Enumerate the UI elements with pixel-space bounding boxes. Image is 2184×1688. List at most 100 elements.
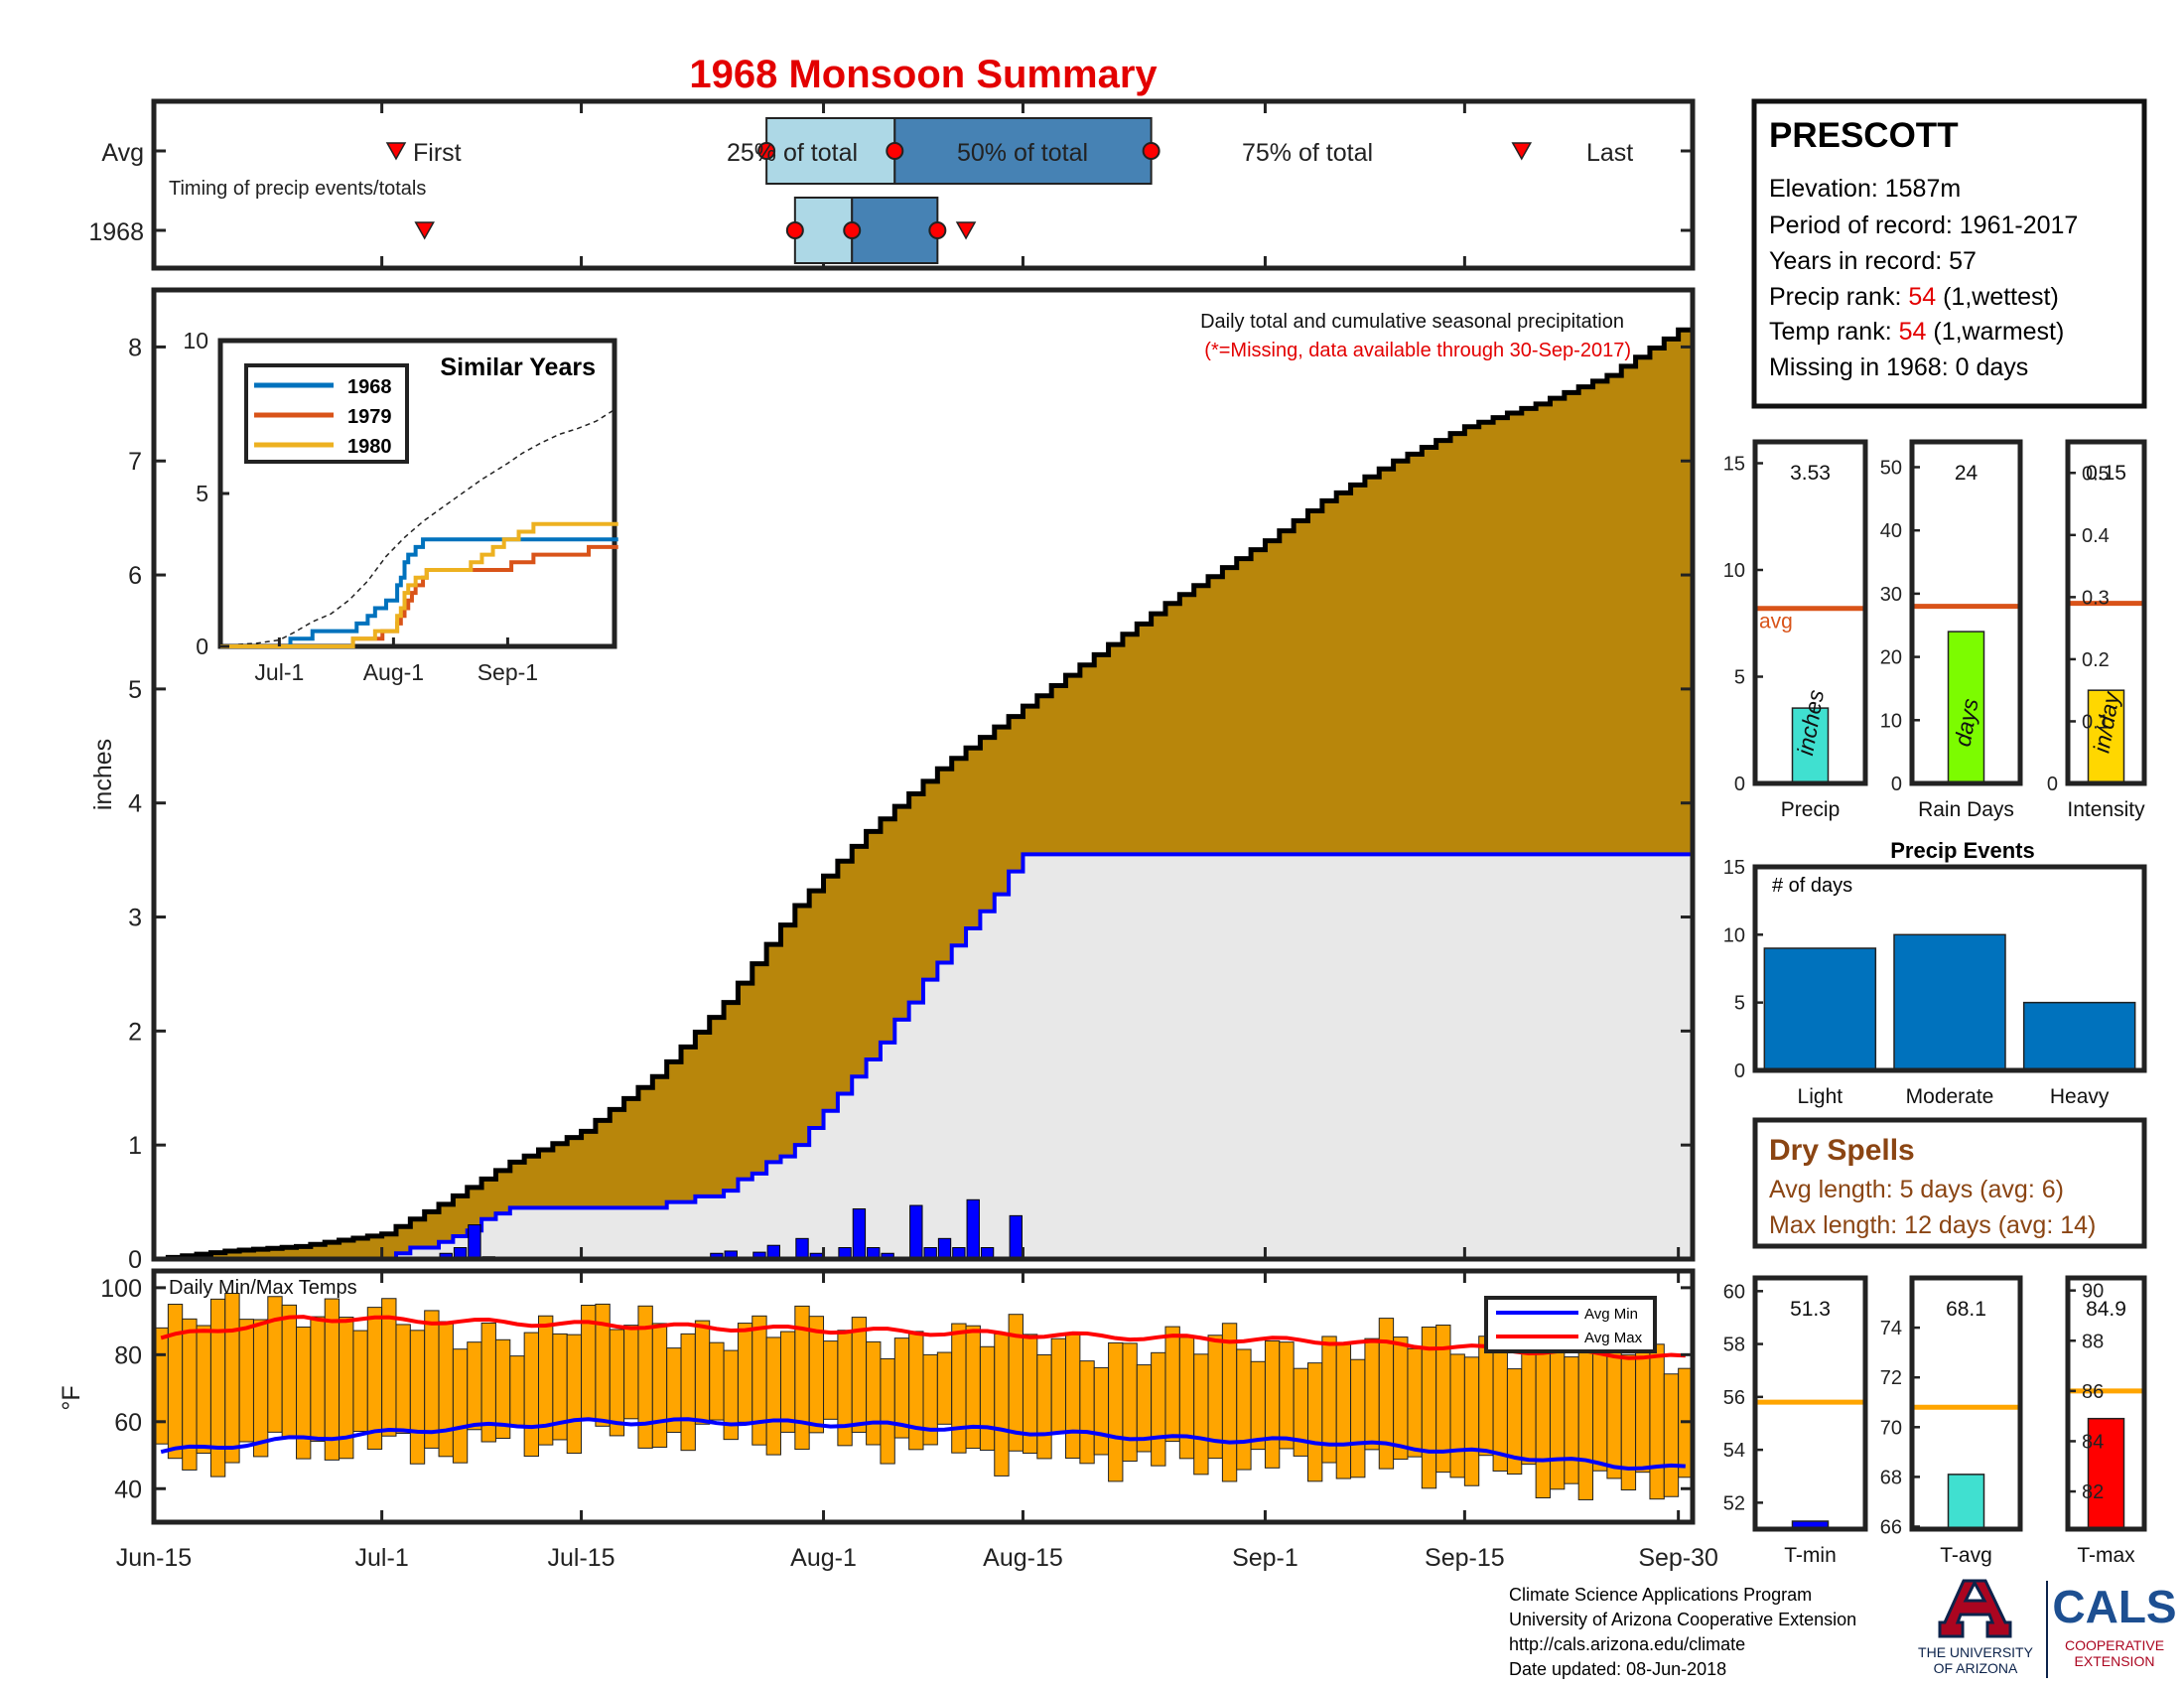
page-title: 1968 Monsoon Summary bbox=[689, 53, 1158, 96]
year-cumulative-area bbox=[154, 854, 1693, 1259]
arizona-logo: THE UNIVERSITY OF ARIZONA bbox=[1918, 1579, 2034, 1676]
timing-first-marker bbox=[414, 221, 435, 240]
precip_total-value: 3.53 bbox=[1790, 462, 1831, 485]
cals-logo-text: CALS bbox=[2052, 1581, 2176, 1632]
dry-spells-panel: Dry Spells Avg length: 5 days (avg: 6) M… bbox=[1752, 1117, 2147, 1249]
cumulative-precip-chart: 0 1 2 3 4 5 6 7 8 inches Daily total and cumulat… bbox=[89, 287, 1696, 1274]
rain_days-ytick-label: 30 bbox=[1880, 584, 1902, 606]
tavg-ytick-label: 74 bbox=[1880, 1318, 1902, 1339]
temp-range-bar bbox=[1535, 1331, 1551, 1498]
temp-range-bar bbox=[651, 1323, 668, 1448]
inset-axes: 0 5 10 Jul-1 Aug-1 Sep-1 bbox=[183, 328, 538, 685]
rain_days-ytick-label: 20 bbox=[1880, 647, 1902, 669]
tmin-ytick-label: 58 bbox=[1723, 1335, 1745, 1356]
daily-precip-bar bbox=[966, 1198, 980, 1260]
events-frame bbox=[1752, 864, 2147, 1073]
temp-range-bar bbox=[523, 1332, 539, 1458]
precip_total-label: Precip bbox=[1781, 798, 1841, 821]
timing-p75-marker bbox=[1142, 142, 1160, 160]
tmin-ytick-label: 52 bbox=[1723, 1492, 1745, 1514]
main-ytick-label: 6 bbox=[128, 562, 142, 590]
events-title: Precip Events bbox=[1890, 838, 2035, 863]
inset-avg-line bbox=[219, 408, 615, 647]
events-category-label: Heavy bbox=[2050, 1085, 2110, 1108]
temp-range-bar bbox=[196, 1325, 211, 1455]
inset-ytick-label: 10 bbox=[183, 328, 208, 353]
main-ytick-label: 5 bbox=[128, 676, 142, 704]
footer-line-4: Date updated: 08-Jun-2018 bbox=[1509, 1659, 1726, 1679]
temp-range-bar bbox=[994, 1333, 1010, 1477]
timing-p50-marker bbox=[843, 221, 862, 239]
temp-range-bar bbox=[779, 1331, 796, 1433]
events-category-label: Moderate bbox=[1906, 1085, 1994, 1108]
inset-plot-area bbox=[219, 408, 618, 648]
events-ytick-label: 15 bbox=[1723, 857, 1745, 879]
temp-range-bar bbox=[1279, 1341, 1295, 1450]
rain_days-frame bbox=[1909, 439, 2023, 786]
timing-row-avg-label: Avg bbox=[101, 139, 144, 167]
tavg-ytick-label: 70 bbox=[1880, 1417, 1902, 1439]
ua-text-1: THE UNIVERSITY bbox=[1918, 1644, 2034, 1660]
dry-frame bbox=[1752, 1117, 2147, 1249]
temp-range-bar bbox=[936, 1351, 953, 1425]
tmax-frame bbox=[2065, 1275, 2147, 1532]
temps-plot-area bbox=[153, 1293, 1694, 1500]
events-ytick-label: 0 bbox=[1734, 1060, 1745, 1082]
footer: Climate Science Applications Program Uni… bbox=[1509, 1579, 2177, 1679]
temp-range-bar bbox=[908, 1331, 924, 1451]
temp-range-bar bbox=[1050, 1337, 1067, 1435]
temp-range-bar bbox=[765, 1336, 781, 1456]
temp-range-bar bbox=[1250, 1360, 1266, 1451]
temp-range-bar bbox=[737, 1323, 753, 1423]
main-ytick-label: 2 bbox=[128, 1018, 142, 1046]
legend-label-avg-min: Avg Min bbox=[1584, 1306, 1638, 1323]
footer-line-3: http://cals.arizona.edu/climate bbox=[1509, 1634, 1745, 1654]
temp-range-bar bbox=[1335, 1342, 1352, 1479]
temp-range-bar bbox=[224, 1293, 240, 1464]
tmin-ytick-label: 56 bbox=[1723, 1387, 1745, 1409]
precip_total-ytick-label: 0 bbox=[1734, 774, 1745, 795]
tmax-ytick-label: 86 bbox=[2082, 1381, 2104, 1403]
daily-precip-bar bbox=[795, 1237, 809, 1260]
temp-range-bar bbox=[310, 1316, 326, 1443]
inset-xtick-label: Jul-1 bbox=[254, 659, 304, 685]
temp-range-bar bbox=[1264, 1339, 1281, 1469]
inset-series-1968 bbox=[220, 537, 618, 648]
timing-p50-label: 50% of total bbox=[957, 139, 1088, 167]
temps-frame bbox=[151, 1268, 1696, 1525]
temp-range-bar bbox=[1449, 1353, 1465, 1478]
avg-cumulative-line bbox=[154, 327, 1693, 1262]
events-plot-area: Light Moderate Heavy 0 5 10 15 bbox=[1723, 857, 2144, 1108]
temp-range-bar bbox=[1151, 1351, 1166, 1467]
temp-range-bar bbox=[1193, 1353, 1209, 1476]
tavg-panel: 66 68 70 72 74 68.1 T-avg bbox=[1880, 1275, 2023, 1567]
tavg-ytick-label: 66 bbox=[1880, 1516, 1902, 1538]
daily-precip-bar bbox=[909, 1204, 923, 1260]
tmax-ytick-label: 84 bbox=[2082, 1431, 2104, 1453]
temp-range-bar bbox=[1521, 1352, 1537, 1466]
station-temp-rank: Temp rank: 54 (1,warmest) bbox=[1769, 318, 2064, 346]
temp-range-bar bbox=[1122, 1342, 1138, 1463]
daily-temps-chart: 40 60 80 100 Jun-15 Jul-1 Jul-15 Aug-1 Aug-15 Se… bbox=[58, 1247, 1718, 1572]
temp-range-bar bbox=[623, 1325, 639, 1420]
daily-precip-bar bbox=[852, 1207, 867, 1260]
tavg-ytick-label: 72 bbox=[1880, 1367, 1902, 1389]
avg-max-line bbox=[160, 1315, 1686, 1360]
precip_total-avg-label: avg bbox=[1759, 611, 1793, 633]
date-xtick-label: Jul-15 bbox=[548, 1544, 615, 1572]
date-xtick-label: Jun-15 bbox=[116, 1544, 192, 1572]
date-xtick-label: Aug-15 bbox=[983, 1544, 1063, 1572]
tmin-frame bbox=[1752, 1275, 1868, 1532]
station-frame bbox=[1751, 98, 2147, 409]
main-ytick-label: 1 bbox=[128, 1132, 142, 1160]
rain_days-label: Rain Days bbox=[1918, 798, 2014, 821]
main-ylabel: inches bbox=[89, 739, 117, 810]
timing-first-label: First bbox=[413, 139, 462, 167]
main-ytick-label: 8 bbox=[128, 334, 142, 361]
tmax-label: T-max bbox=[2077, 1544, 2135, 1567]
temp-range-bar bbox=[352, 1330, 368, 1433]
temp-range-bar bbox=[880, 1357, 895, 1465]
date-xtick-label: Jul-1 bbox=[355, 1544, 409, 1572]
temp-range-bar bbox=[1649, 1343, 1665, 1500]
temp-range-bar bbox=[438, 1321, 454, 1458]
